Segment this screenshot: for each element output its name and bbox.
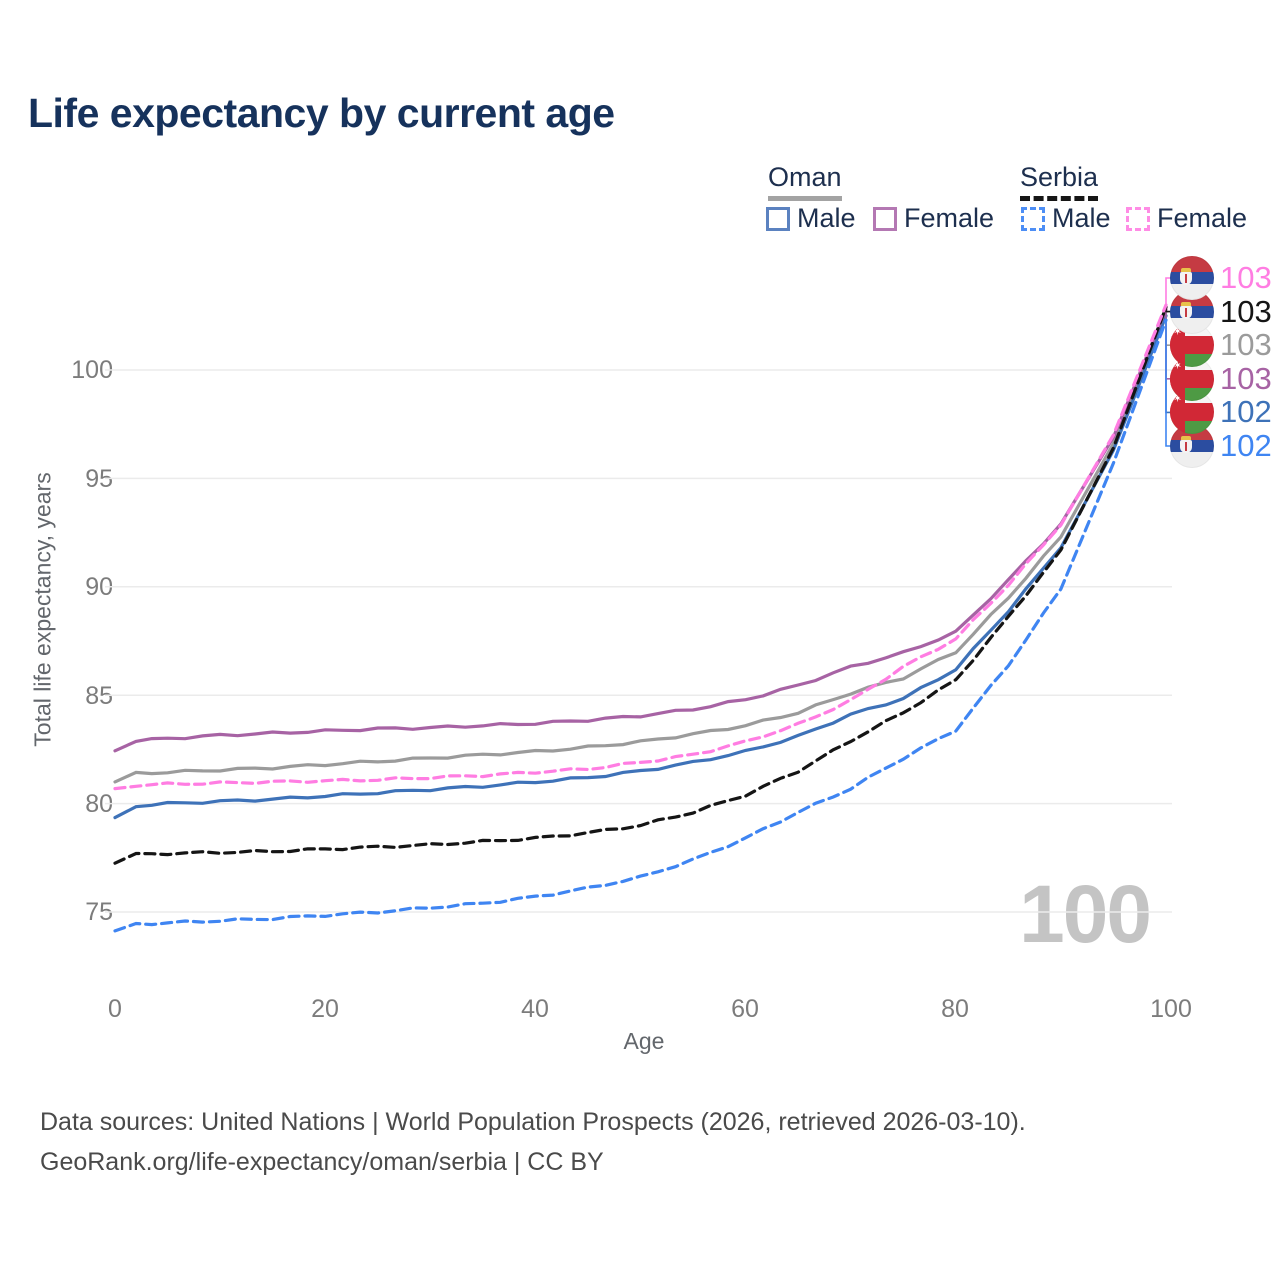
oman-female-swatch-icon (873, 206, 897, 231)
x-tick-60: 60 (731, 995, 759, 1023)
end-value: 103 (1220, 327, 1272, 362)
age-watermark: 100 (1019, 869, 1152, 960)
x-tick-100: 100 (1150, 995, 1192, 1023)
serbia-male-swatch-icon (1021, 206, 1045, 231)
legend-item-serbia-female[interactable]: Female (1126, 203, 1247, 234)
end-value: 102 (1220, 428, 1272, 463)
series-line-oman-total[interactable] (113, 309, 1168, 784)
page-title: Life expectancy by current age (28, 90, 615, 136)
data-sources-text: Data sources: United Nations | World Pop… (40, 1108, 1026, 1136)
series-line-serbia-female[interactable] (113, 303, 1168, 791)
end-value: 103 (1220, 361, 1272, 396)
serbia-female-swatch-icon (1126, 206, 1150, 231)
legend-item-oman-male[interactable]: Male (766, 203, 856, 234)
series-line-serbia-male[interactable] (113, 318, 1168, 933)
end-label-serbia-total: 103 (1170, 290, 1272, 334)
legend-label: Male (1052, 203, 1111, 233)
x-axis-title: Age (623, 1028, 665, 1054)
end-value: 103 (1220, 260, 1272, 295)
x-tick-40: 40 (521, 995, 549, 1023)
legend-label: Female (1157, 203, 1248, 233)
end-value: 102 (1220, 394, 1272, 429)
legend-item-serbia-male[interactable]: Male (1021, 203, 1111, 234)
attribution-link[interactable]: GeoRank.org/life-expectancy/oman/serbia … (40, 1148, 604, 1176)
series-line-serbia-total[interactable] (113, 305, 1168, 865)
legend-item-oman-female[interactable]: Female (873, 203, 994, 234)
serbia-flag-icon (1170, 256, 1214, 300)
x-tick-20: 20 (311, 995, 339, 1023)
legend-label: Male (797, 203, 856, 233)
end-value: 103 (1220, 294, 1272, 329)
y-tick-85: 85 (85, 682, 113, 710)
end-label-serbia-female: 103 (1170, 256, 1272, 300)
series-line-oman-female[interactable] (113, 307, 1168, 753)
end-label-serbia-male: 102 (1170, 424, 1272, 468)
legend-label: Female (904, 203, 995, 233)
x-tick-0: 0 (108, 995, 122, 1023)
series-line-oman-male[interactable] (113, 314, 1168, 820)
oman-male-swatch-icon (766, 206, 790, 231)
x-tick-80: 80 (941, 995, 969, 1023)
legend-group-oman[interactable]: Oman (768, 162, 842, 201)
legend-group-serbia[interactable]: Serbia (1020, 162, 1099, 201)
